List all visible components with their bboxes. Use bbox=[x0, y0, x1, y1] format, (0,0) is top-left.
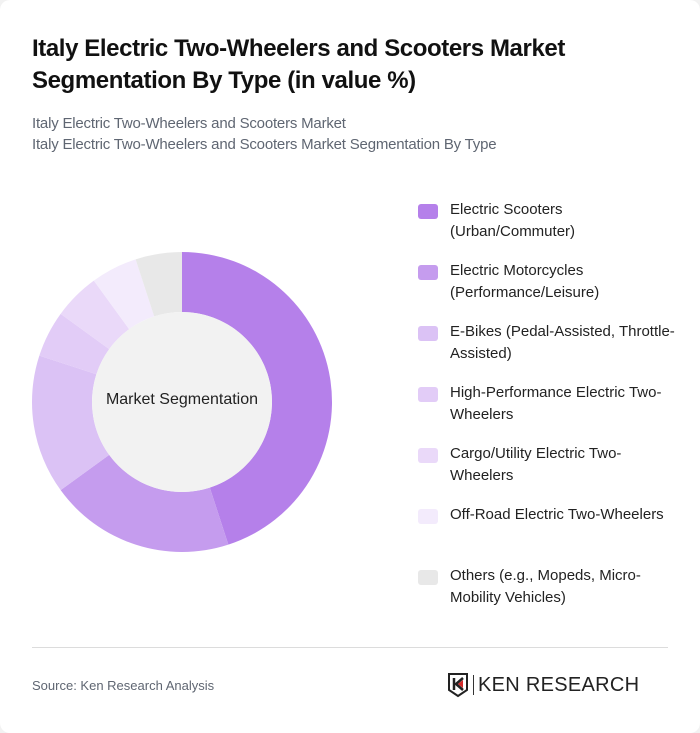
chart-title: Italy Electric Two-Wheelers and Scooters… bbox=[32, 35, 565, 94]
legend-label: Others (e.g., Mopeds, Micro-Mobility Veh… bbox=[450, 567, 641, 606]
donut-segment bbox=[93, 259, 155, 330]
legend-label: E-Bikes (Pedal-Assisted, Throttle-Assist… bbox=[450, 323, 675, 362]
logo-text: KEN RESEARCH bbox=[478, 673, 640, 696]
legend-item: Cargo/Utility Electric Two-Wheelers bbox=[418, 443, 678, 504]
logo-separator bbox=[473, 675, 474, 695]
donut-segment bbox=[31, 355, 110, 491]
legend-item: Electric Scooters (Urban/Commuter) bbox=[418, 199, 678, 260]
legend-label: Cargo/Utility Electric Two-Wheelers bbox=[450, 445, 622, 484]
chart-subtitle: Italy Electric Two-Wheelers and Scooters… bbox=[32, 113, 497, 155]
subtitle-line-1: Italy Electric Two-Wheelers and Scooters… bbox=[32, 115, 346, 132]
legend-label: High-Performance Electric Two-Wheelers bbox=[450, 384, 662, 423]
legend-item: Off-Road Electric Two-Wheelers bbox=[418, 504, 678, 565]
legend-item: Others (e.g., Mopeds, Micro-Mobility Veh… bbox=[418, 565, 678, 626]
chart-legend: Electric Scooters (Urban/Commuter) Electr… bbox=[418, 199, 678, 626]
donut-segment bbox=[60, 280, 130, 350]
donut-segment bbox=[182, 252, 333, 545]
donut-segment bbox=[39, 313, 110, 375]
legend-swatch-icon bbox=[418, 265, 438, 280]
donut-segment bbox=[60, 454, 229, 552]
legend-label: Off-Road Electric Two-Wheelers bbox=[450, 506, 664, 523]
legend-item: E-Bikes (Pedal-Assisted, Throttle-Assist… bbox=[418, 321, 678, 382]
legend-swatch-icon bbox=[418, 326, 438, 341]
legend-item: High-Performance Electric Two-Wheelers bbox=[418, 382, 678, 443]
legend-swatch-icon bbox=[418, 570, 438, 585]
legend-swatch-icon bbox=[418, 387, 438, 402]
legend-swatch-icon bbox=[418, 509, 438, 524]
donut-center-label: Market Segmentation bbox=[105, 391, 259, 408]
footer-divider bbox=[32, 647, 668, 648]
donut-chart bbox=[31, 252, 333, 552]
ken-research-logo-icon bbox=[448, 673, 468, 698]
legend-label: Electric Scooters (Urban/Commuter) bbox=[450, 201, 576, 240]
ken-research-logo: KEN RESEARCH bbox=[447, 672, 639, 698]
donut-segment bbox=[135, 252, 182, 317]
legend-swatch-icon bbox=[418, 204, 438, 219]
legend-swatch-icon bbox=[418, 448, 438, 463]
donut-hole bbox=[92, 312, 272, 492]
source-note: Source: Ken Research Analysis bbox=[32, 678, 215, 693]
legend-label: Electric Motorcycles (Performance/Leisur… bbox=[450, 262, 600, 301]
legend-item: Electric Motorcycles (Performance/Leisur… bbox=[418, 260, 678, 321]
subtitle-line-2: Italy Electric Two-Wheelers and Scooters… bbox=[32, 136, 497, 153]
